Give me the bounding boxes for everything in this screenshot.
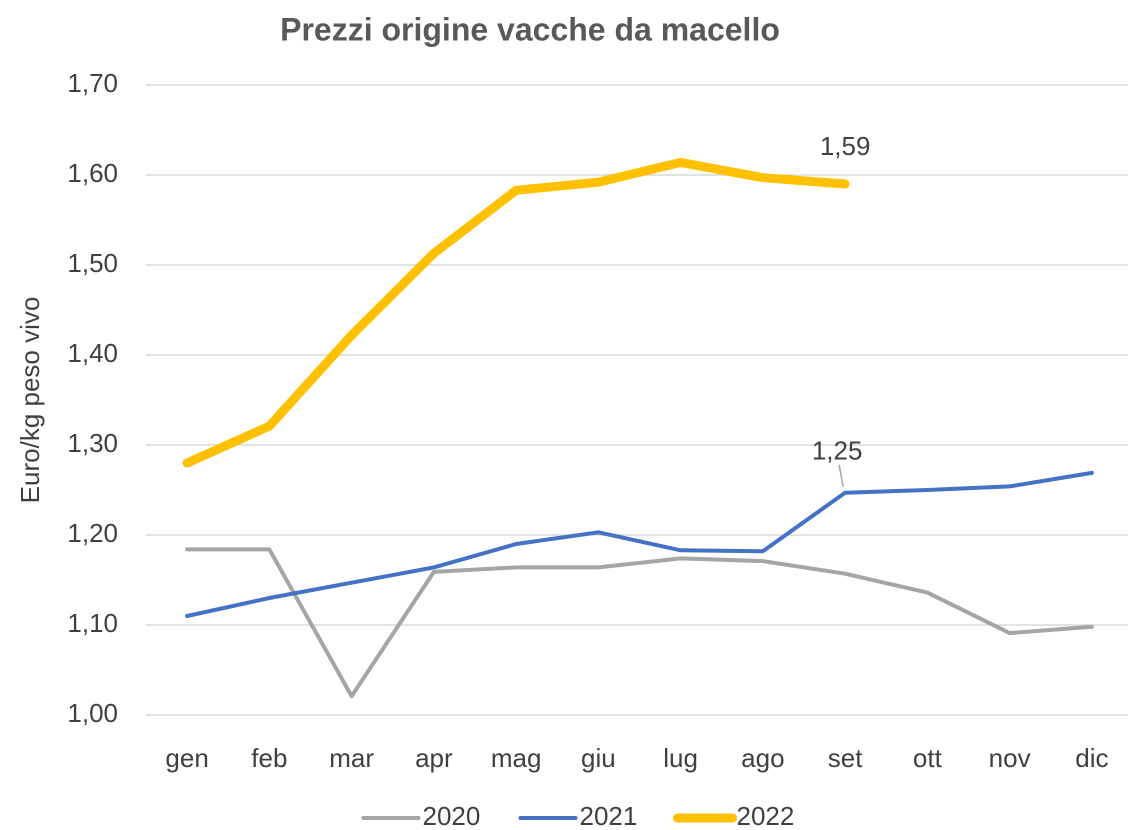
x-tick-label: feb xyxy=(251,743,287,773)
y-tick-label: 1,10 xyxy=(67,608,118,638)
x-tick-label: set xyxy=(828,743,863,773)
y-tick-label: 1,50 xyxy=(67,248,118,278)
legend-label: 2022 xyxy=(737,801,795,830)
y-tick-label: 1,20 xyxy=(67,518,118,548)
legend-label: 2020 xyxy=(423,801,481,830)
y-tick-label: 1,00 xyxy=(67,698,118,728)
x-tick-label: dic xyxy=(1075,743,1108,773)
y-tick-label: 1,40 xyxy=(67,338,118,368)
x-tick-label: mar xyxy=(329,743,374,773)
x-tick-label: mag xyxy=(491,743,542,773)
x-tick-label: nov xyxy=(989,743,1031,773)
data-label: 1,25 xyxy=(812,436,863,466)
y-axis-label: Euro/kg peso vivo xyxy=(15,297,45,504)
series-line xyxy=(182,157,850,468)
series-line xyxy=(185,547,1094,699)
chart-title: Prezzi origine vacche da macello xyxy=(280,11,780,47)
legend-label: 2021 xyxy=(580,801,638,830)
x-tick-label: ago xyxy=(741,743,784,773)
data-label: 1,59 xyxy=(820,131,871,161)
x-tick-label: ott xyxy=(913,743,943,773)
label-leader xyxy=(838,464,844,487)
x-tick-label: apr xyxy=(415,743,453,773)
y-tick-label: 1,60 xyxy=(67,158,118,188)
x-tick-label: giu xyxy=(581,743,616,773)
x-tick-label: gen xyxy=(165,743,208,773)
y-tick-label: 1,70 xyxy=(67,68,118,98)
x-tick-label: lug xyxy=(663,743,698,773)
series-line xyxy=(185,470,1094,618)
y-tick-label: 1,30 xyxy=(67,428,118,458)
